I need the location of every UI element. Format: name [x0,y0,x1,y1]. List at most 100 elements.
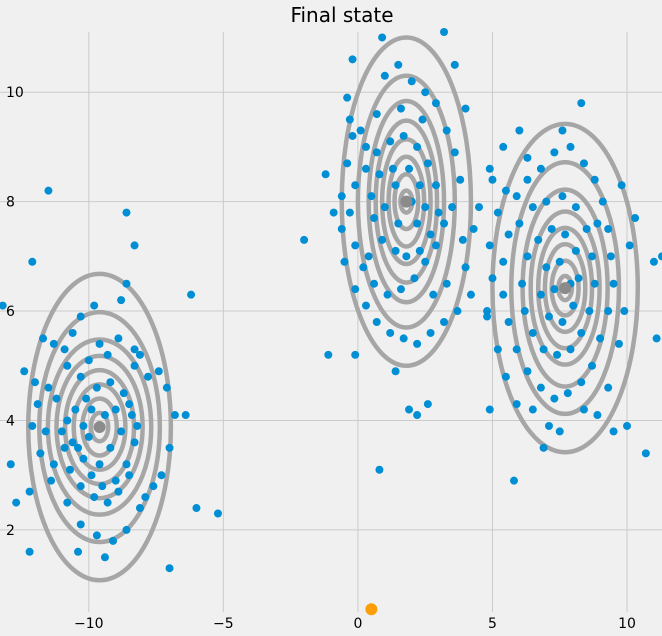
data-point [550,394,559,403]
data-point [44,186,53,195]
contour-0-6 [37,309,163,545]
data-point [577,99,586,108]
data-point [100,411,109,420]
data-point [440,318,449,326]
data-point [571,203,580,212]
data-point [561,230,570,239]
data-point [6,460,15,469]
contour-0-0 [88,410,111,444]
data-point [130,361,139,370]
data-point [426,230,435,239]
data-point [413,411,422,420]
data-point [550,148,559,157]
centroid-2 [559,282,572,295]
y-tick-label: 6 [6,304,15,320]
data-point [41,427,50,436]
data-point [321,170,330,179]
contour-1-7 [339,35,474,369]
data-point [558,126,567,135]
data-point [493,208,502,217]
data-point [429,290,438,299]
data-point [92,383,101,392]
data-point [74,547,83,556]
data-point [475,203,484,212]
contour-1-1 [392,172,421,232]
data-point [523,367,532,376]
data-point [76,520,85,529]
data-point [375,465,384,474]
data-point [149,482,158,491]
data-point [79,454,88,463]
data-point [28,421,37,430]
data-point [125,400,134,409]
data-point [20,367,29,376]
data-point [90,493,99,502]
data-point [421,88,430,97]
data-point [555,427,564,436]
data-point [63,416,72,425]
data-point [25,487,34,496]
origin-marker [365,603,378,616]
data-point [68,438,77,447]
data-point [348,55,357,64]
contour-0-7 [26,271,174,583]
data-point [39,334,48,343]
data-point [518,279,527,288]
data-point [111,405,120,414]
contour-0-2 [71,382,128,472]
contour-2-4 [528,209,602,367]
data-point [483,307,492,316]
data-point [410,274,419,283]
data-point [604,307,613,316]
data-point [509,476,518,485]
data-point [528,328,537,337]
y-tick-label: 4 [6,413,15,429]
data-point [187,290,196,299]
data-point [117,427,126,436]
data-point [122,525,131,534]
data-point [345,115,354,124]
x-tick-label: 10 [618,616,636,632]
data-point [127,411,136,420]
data-point [157,471,166,480]
data-point [658,252,662,261]
data-point [421,257,430,266]
data-point [337,224,346,233]
data-point [407,77,416,86]
data-point [520,307,529,316]
chart-title: Final state [290,3,393,27]
axis-tick-labels: −10 −5 0 5 10 2 4 6 8 10 [6,85,636,632]
data-point [361,142,370,151]
data-point [405,164,414,173]
data-point [114,334,123,343]
data-point [609,279,618,288]
data-point [170,411,179,420]
data-point [33,400,42,409]
data-point [512,345,521,354]
data-point [512,192,521,201]
data-point [84,356,93,365]
data-point [399,131,408,140]
data-point [144,372,153,381]
data-point [12,498,21,507]
data-point [111,476,120,485]
data-point [542,263,551,272]
data-point [426,328,435,337]
data-point [52,394,61,403]
data-point [485,405,494,414]
data-point [501,186,510,195]
data-point [499,290,508,299]
data-point [450,148,459,157]
data-point [539,443,548,452]
data-point [604,224,613,233]
data-point [512,400,521,409]
data-point [117,296,126,305]
data-point [351,285,360,294]
data-point [405,405,414,414]
data-point [423,159,432,168]
data-point [515,219,524,228]
contour-2-0 [556,273,575,303]
data-point [571,246,580,255]
data-point [135,504,144,513]
